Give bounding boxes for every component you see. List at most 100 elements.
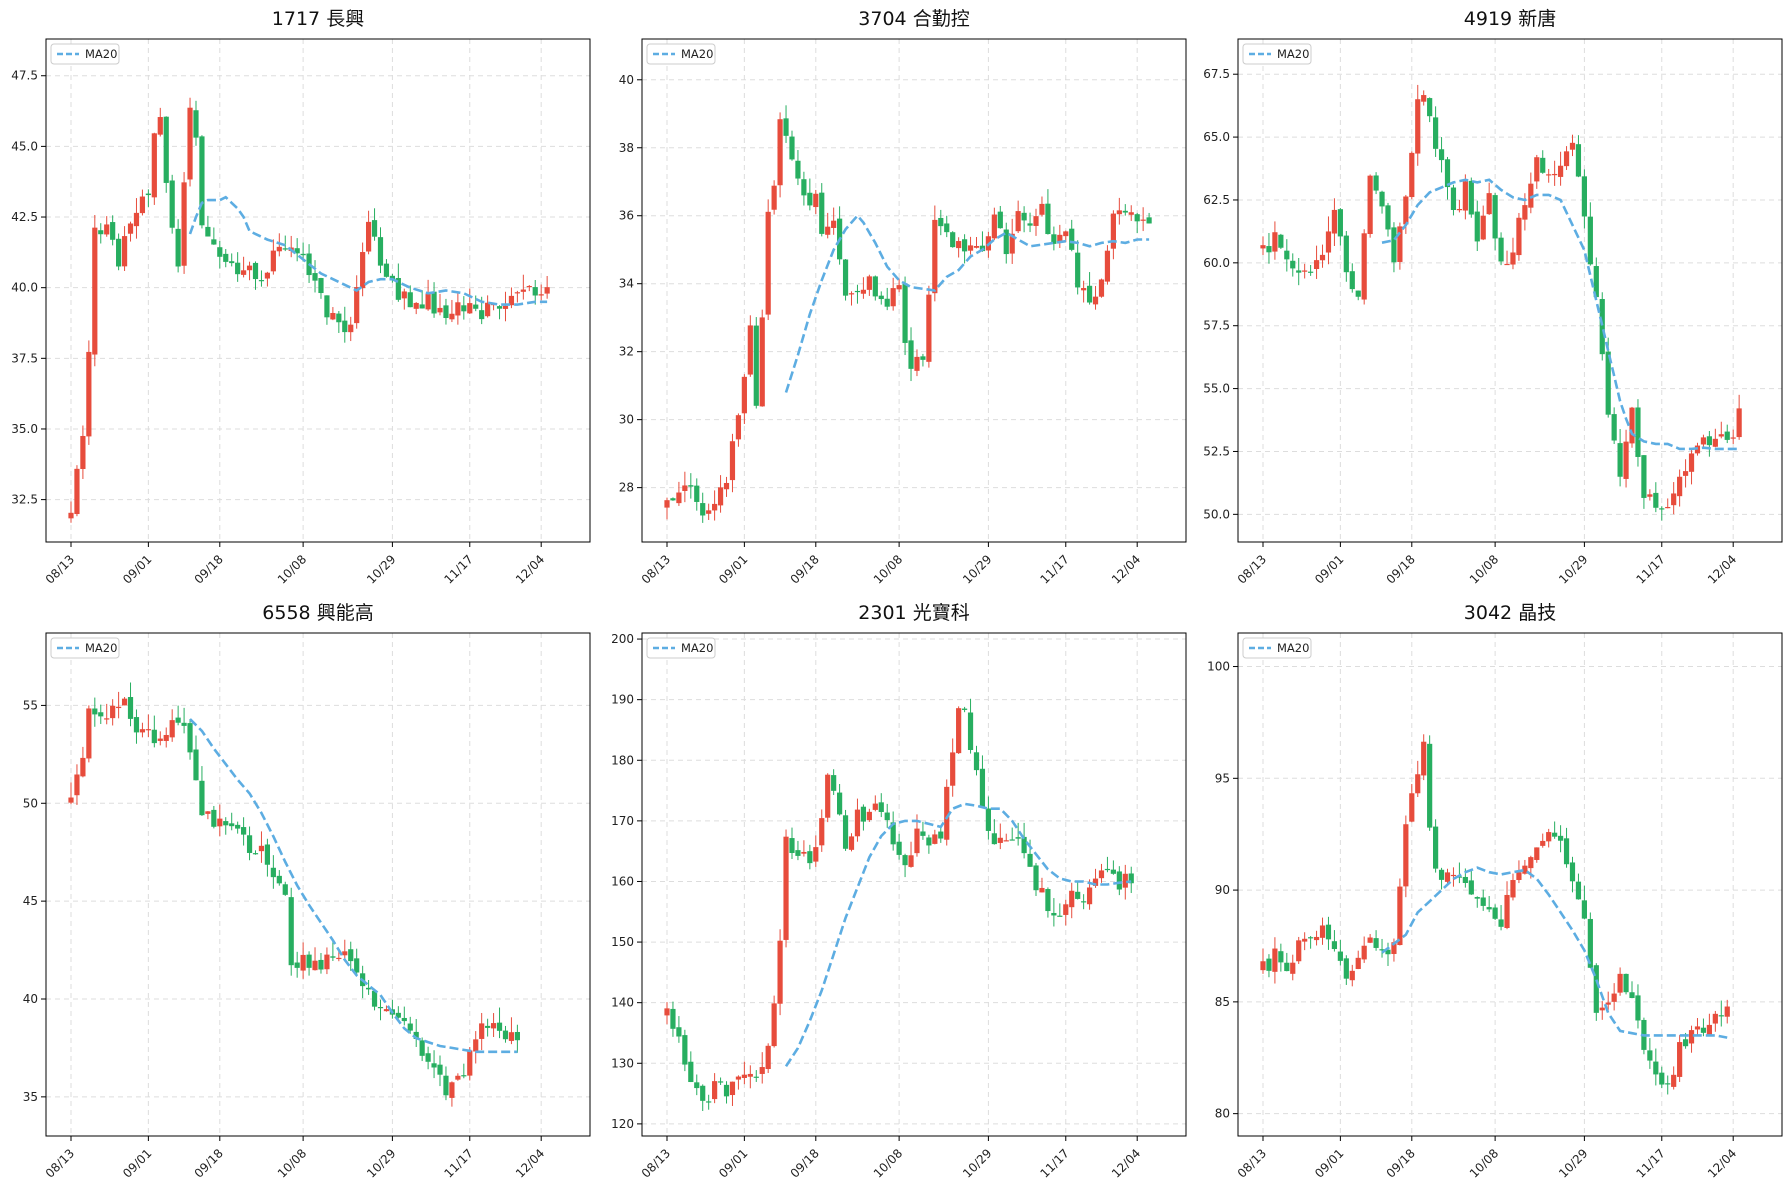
candle-body <box>1623 441 1629 479</box>
y-tick-label: 180 <box>611 753 634 767</box>
candle-body <box>467 1050 473 1076</box>
candle-body <box>490 1023 497 1029</box>
candle-body <box>1385 205 1391 230</box>
candle-body <box>419 1040 425 1056</box>
candle-body <box>1563 838 1570 865</box>
candle-body <box>1546 832 1552 842</box>
candle-body <box>1403 824 1409 887</box>
candle-body <box>1724 431 1730 440</box>
candle-body <box>526 285 532 288</box>
candle-body <box>741 1074 747 1078</box>
candle-body <box>502 305 509 309</box>
candle-body <box>282 884 288 895</box>
candle-body <box>670 1008 676 1029</box>
candle-body <box>860 289 867 294</box>
y-tick-label: 120 <box>611 1117 634 1131</box>
candle-body <box>1272 948 1278 972</box>
candlestick-chart-6558: 6558 興能高 35 40 45 50 55 08/13 09/01 09/18 10/08 10… <box>23 602 591 1181</box>
plot-frame <box>45 632 591 1137</box>
candle-body <box>145 729 151 731</box>
candle-body <box>1069 890 1075 908</box>
candle-body <box>801 851 807 854</box>
candle-body <box>1516 872 1522 880</box>
candle-body <box>831 220 837 228</box>
candle-body <box>795 160 801 179</box>
candle-body <box>461 305 467 312</box>
candle-body <box>1599 298 1605 355</box>
candle-body <box>1706 436 1712 446</box>
candle-body <box>485 302 491 317</box>
candle-body <box>80 435 86 469</box>
y-tick-label: 50 <box>23 796 38 810</box>
candle-body <box>723 482 730 490</box>
candle-body <box>985 808 991 831</box>
x-tick-label: 11/17 <box>1038 552 1072 586</box>
candle-body <box>1540 157 1546 173</box>
candle-body <box>1587 918 1593 968</box>
candle-body <box>193 110 199 138</box>
candle-body <box>1319 925 1326 938</box>
candle-body <box>1659 1072 1665 1085</box>
candle-body <box>1486 193 1492 215</box>
candle-body <box>1528 857 1534 869</box>
candle-body <box>365 987 372 990</box>
candle-body <box>1450 874 1457 877</box>
candle-body <box>348 324 354 333</box>
candle-body <box>110 222 116 240</box>
candle-body <box>205 811 211 814</box>
candle-body <box>294 962 300 968</box>
candle-body <box>1140 219 1146 221</box>
candle-body <box>276 246 282 252</box>
x-tick-label: 11/17 <box>1038 1146 1072 1180</box>
candle-body <box>479 1023 485 1039</box>
candle-body <box>1284 250 1290 260</box>
candle-body <box>288 897 294 966</box>
candle-body <box>1694 1026 1701 1030</box>
legend: MA20 <box>646 43 716 65</box>
candle-body <box>1355 290 1361 297</box>
x-tick-label: 12/04 <box>1109 1146 1143 1180</box>
candle-body <box>98 230 104 235</box>
x-tick-label: 10/29 <box>1556 552 1590 586</box>
candle-body <box>997 211 1003 229</box>
candle-body <box>1587 216 1593 265</box>
chart-panel-6558: 6558 興能高 35 40 45 50 55 08/13 09/01 09/18 10/08 10… <box>0 594 596 1188</box>
candle-body <box>1522 865 1528 874</box>
x-tick-label: 10/08 <box>275 1146 309 1180</box>
candle-body <box>1665 506 1671 509</box>
candle-body <box>1534 157 1540 182</box>
y-tick-label: 150 <box>611 935 634 949</box>
candle-body <box>1361 233 1367 300</box>
legend: MA20 <box>1242 637 1312 659</box>
candle-body <box>878 802 884 812</box>
x-tick-label: 08/13 <box>639 1146 673 1180</box>
candle-body <box>354 958 360 973</box>
candle-body <box>854 290 861 293</box>
candle-body <box>508 295 515 306</box>
y-tick-label: 38 <box>619 141 634 155</box>
candle-body <box>1134 214 1140 222</box>
candle-body <box>1712 1013 1718 1024</box>
candle-body <box>1397 226 1403 262</box>
candle-body <box>324 954 330 970</box>
candle-body <box>199 136 205 226</box>
candle-body <box>318 278 324 294</box>
candle-body <box>854 809 861 837</box>
candle-body <box>312 273 318 281</box>
candle-body <box>336 313 342 323</box>
x-tick-label: 10/29 <box>960 552 994 586</box>
candle-body <box>700 1085 706 1101</box>
candle-body <box>1665 1083 1671 1085</box>
candle-body <box>98 712 104 717</box>
candle-body <box>1468 180 1474 215</box>
x-tick-label: 09/18 <box>1384 552 1418 586</box>
candle-body <box>1736 408 1742 438</box>
x-tick-label: 09/18 <box>192 1146 226 1180</box>
candle-body <box>1284 962 1290 972</box>
candle-body <box>1593 965 1599 1013</box>
candle-body <box>139 196 146 214</box>
candle-body <box>1325 231 1332 253</box>
candle-body <box>1296 270 1302 273</box>
candle-body <box>1063 231 1069 237</box>
candle-body <box>813 847 819 862</box>
